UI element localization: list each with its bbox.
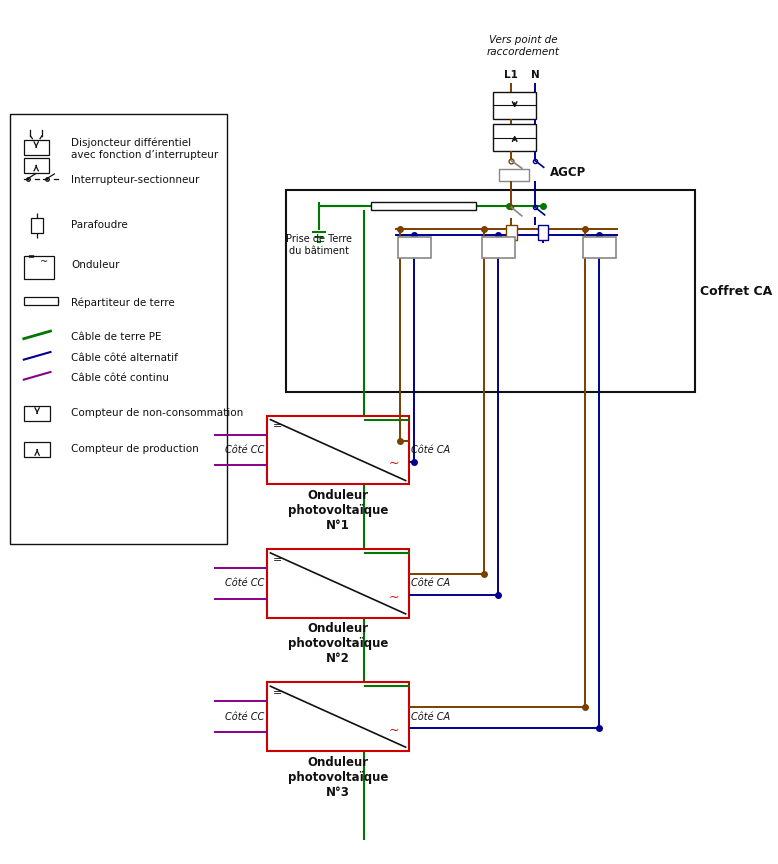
Text: Côté CA: Côté CA: [412, 578, 450, 588]
Text: Côté CC: Côté CC: [226, 712, 265, 721]
Text: ~: ~: [388, 724, 399, 737]
Bar: [286, 190, 695, 392]
Text: Parafoudre: Parafoudre: [72, 219, 128, 230]
Text: Câble côté continu: Câble côté continu: [72, 373, 170, 383]
Bar: [24, 140, 48, 155]
Text: L1: L1: [504, 70, 518, 79]
Bar: [24, 297, 58, 305]
Bar: [493, 124, 536, 151]
Bar: [583, 237, 616, 257]
Text: Onduleur
photovoltaïque
N°2: Onduleur photovoltaïque N°2: [288, 622, 388, 665]
Bar: [24, 406, 51, 421]
Text: Interrupteur-sectionneur: Interrupteur-sectionneur: [72, 175, 200, 185]
Text: N: N: [531, 70, 539, 79]
Bar: [24, 256, 54, 279]
Bar: [267, 416, 409, 485]
Text: Câble côté alternatif: Câble côté alternatif: [72, 353, 178, 363]
Text: Disjoncteur différentiel
avec fonction d’interrupteur: Disjoncteur différentiel avec fonction d…: [72, 137, 219, 160]
Text: Onduleur
photovoltaïque
N°3: Onduleur photovoltaïque N°3: [288, 756, 388, 798]
Text: ~: ~: [388, 590, 399, 604]
Text: Prise de Terre
du bâtiment: Prise de Terre du bâtiment: [286, 234, 352, 256]
Bar: [493, 92, 536, 118]
Text: Coffret CA: Coffret CA: [700, 284, 772, 297]
Text: AGCP: AGCP: [550, 166, 587, 179]
Bar: [371, 201, 476, 210]
Text: =: =: [272, 422, 282, 431]
Text: Côté CC: Côté CC: [226, 578, 265, 588]
Bar: [24, 442, 51, 457]
Bar: [506, 226, 517, 239]
Text: Compteur de non-consommation: Compteur de non-consommation: [72, 408, 244, 418]
Text: Câble de terre PE: Câble de terre PE: [72, 332, 162, 342]
Bar: [9, 114, 226, 544]
Bar: [24, 158, 48, 173]
Text: Répartiteur de terre: Répartiteur de terre: [72, 298, 175, 308]
Bar: [267, 550, 409, 618]
Bar: [538, 226, 548, 239]
Text: ~: ~: [388, 457, 399, 470]
Bar: [398, 237, 431, 257]
Text: Onduleur: Onduleur: [72, 260, 120, 270]
Text: Côté CA: Côté CA: [412, 445, 450, 455]
Text: ~: ~: [40, 257, 48, 267]
Bar: [31, 218, 43, 233]
Text: =: =: [272, 555, 282, 565]
Bar: [482, 237, 515, 257]
Text: Onduleur
photovoltaïque
N°1: Onduleur photovoltaïque N°1: [288, 489, 388, 532]
Text: Côté CC: Côté CC: [226, 445, 265, 455]
Text: =: =: [26, 251, 33, 261]
Text: Vers point de
raccordement: Vers point de raccordement: [487, 35, 559, 56]
Text: =: =: [272, 688, 282, 698]
Bar: [267, 683, 409, 751]
Text: Côté CA: Côté CA: [412, 712, 450, 721]
Bar: [499, 169, 529, 181]
Text: Compteur de production: Compteur de production: [72, 444, 199, 454]
